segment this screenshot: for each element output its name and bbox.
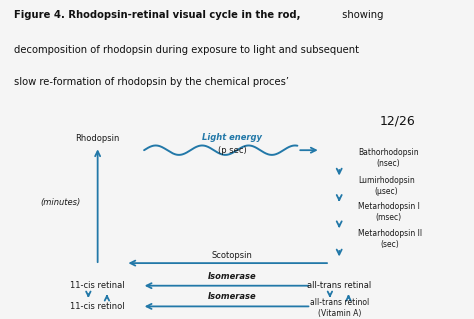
Text: (p sec): (p sec) [218, 146, 247, 155]
Text: slow re-formation of rhodopsin by the chemical proces’: slow re-formation of rhodopsin by the ch… [14, 77, 289, 86]
Text: Figure 4. Rhodopsin-retinal visual cycle in the rod,: Figure 4. Rhodopsin-retinal visual cycle… [14, 10, 301, 20]
Text: Light energy: Light energy [202, 133, 262, 142]
Text: decomposition of rhodopsin during exposure to light and subsequent: decomposition of rhodopsin during exposu… [14, 45, 359, 55]
Text: (minutes): (minutes) [40, 198, 81, 207]
Text: Metarhodopsin II
(sec): Metarhodopsin II (sec) [358, 229, 422, 249]
Text: Isomerase: Isomerase [208, 272, 256, 281]
Text: 11-​cis retinol: 11-​cis retinol [70, 302, 125, 311]
Text: 11-​cis retinal: 11-​cis retinal [70, 281, 125, 290]
Text: 12/26: 12/26 [379, 115, 415, 128]
Text: Metarhodopsin I
(msec): Metarhodopsin I (msec) [358, 202, 419, 222]
Text: all-​trans retinal: all-​trans retinal [307, 281, 371, 290]
Text: all-​trans retinol
(Vitamin A): all-​trans retinol (Vitamin A) [310, 298, 369, 318]
Text: Rhodopsin: Rhodopsin [75, 134, 120, 144]
Text: Scotopsin: Scotopsin [212, 251, 253, 260]
Text: Bathorhodopsin
(nsec): Bathorhodopsin (nsec) [358, 148, 419, 168]
Text: Isomerase: Isomerase [208, 293, 256, 301]
Text: showing: showing [339, 10, 383, 20]
Text: Lumirhodopsin
(μsec): Lumirhodopsin (μsec) [358, 176, 415, 196]
